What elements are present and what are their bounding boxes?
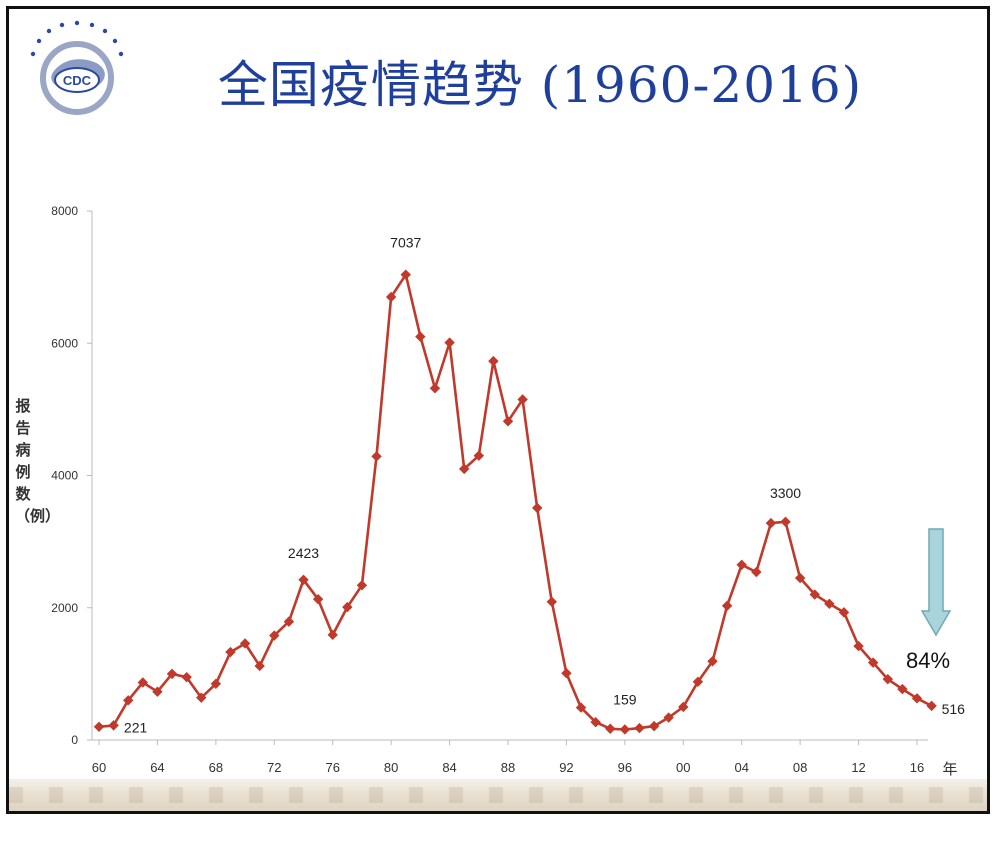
data-point [502, 416, 514, 427]
data-point [400, 269, 411, 280]
data-point [707, 656, 718, 667]
data-point [210, 678, 222, 689]
x-tick-label: 68 [209, 760, 223, 775]
y-tick-label: 8000 [51, 204, 78, 218]
data-point [415, 331, 426, 342]
x-axis-unit: 年 [942, 760, 957, 778]
data-point [298, 574, 309, 585]
data-point [897, 683, 908, 695]
data-point [93, 721, 105, 732]
data-point [721, 600, 733, 611]
data-label: 516 [942, 701, 966, 717]
data-point [444, 337, 455, 348]
logo-text: CDC [63, 73, 92, 88]
y-tick-label: 4000 [51, 469, 78, 483]
data-point [196, 692, 207, 703]
data-point [765, 517, 777, 529]
data-point [736, 559, 747, 570]
x-tick-label: 84 [442, 760, 456, 775]
data-point [648, 720, 660, 732]
data-point [488, 355, 499, 367]
data-point [809, 589, 820, 600]
bottom-decoration [9, 779, 987, 811]
data-point [123, 695, 134, 706]
data-point [532, 502, 543, 514]
data-point [371, 451, 382, 462]
data-point [108, 720, 119, 731]
data-point [327, 629, 338, 641]
data-point [751, 566, 762, 578]
data-point [575, 702, 587, 713]
data-label: 221 [124, 719, 148, 735]
x-tick-label: 00 [676, 760, 690, 775]
data-point [619, 724, 631, 735]
data-point [590, 716, 601, 728]
slide [6, 6, 990, 814]
data-point [824, 598, 835, 609]
data-label: 2423 [288, 545, 319, 561]
data-point [283, 616, 295, 627]
data-point [926, 700, 937, 712]
data-point [166, 668, 178, 680]
data-point [312, 593, 324, 605]
data-point [867, 657, 879, 668]
data-point [473, 450, 484, 461]
decline-percent: 84% [906, 648, 951, 673]
x-tick-label: 60 [92, 760, 106, 775]
data-point [546, 596, 558, 607]
data-point [634, 722, 645, 734]
y-tick-label: 2000 [51, 601, 78, 615]
y-tick-label: 0 [71, 733, 78, 747]
logo-stars [30, 20, 124, 57]
data-point [137, 677, 149, 688]
data-point [605, 723, 616, 734]
x-tick-label: 04 [734, 760, 748, 775]
x-tick-label: 96 [618, 760, 632, 775]
data-point [692, 676, 704, 688]
data-point [561, 668, 572, 679]
data-label: 3300 [770, 485, 801, 501]
data-point [911, 693, 923, 704]
data-label: 159 [613, 691, 637, 707]
data-point [780, 516, 791, 527]
data-point [239, 638, 251, 649]
data-point [385, 291, 397, 303]
x-tick-label: 88 [501, 760, 515, 775]
x-tick-label: 12 [851, 760, 865, 775]
data-point [882, 673, 893, 685]
data-point [152, 686, 163, 697]
cdc-logo-icon: CDC [26, 20, 128, 122]
x-tick-label: 76 [325, 760, 339, 775]
data-point [181, 671, 192, 683]
x-tick-label: 64 [150, 760, 164, 775]
data-point [663, 712, 674, 723]
series-line [98, 273, 933, 731]
data-point [429, 383, 441, 394]
data-point [225, 646, 236, 658]
y-tick-label: 6000 [51, 336, 78, 350]
data-point [254, 660, 265, 672]
data-label: 7037 [390, 235, 421, 251]
data-point [517, 394, 528, 405]
x-tick-label: 16 [910, 760, 924, 775]
data-point [794, 572, 806, 584]
data-point [458, 463, 470, 475]
data-point [342, 601, 353, 613]
data-point [356, 580, 368, 591]
down-arrow-icon [920, 528, 952, 637]
data-point [838, 607, 850, 618]
page-title: 全国疫情趋势 (1960-2016) [217, 56, 863, 114]
data-point [853, 640, 864, 652]
x-tick-label: 72 [267, 760, 281, 775]
data-point [269, 630, 280, 641]
x-tick-label: 08 [793, 760, 807, 775]
x-tick-label: 92 [559, 760, 573, 775]
data-point [678, 701, 689, 713]
x-tick-label: 80 [384, 760, 398, 775]
